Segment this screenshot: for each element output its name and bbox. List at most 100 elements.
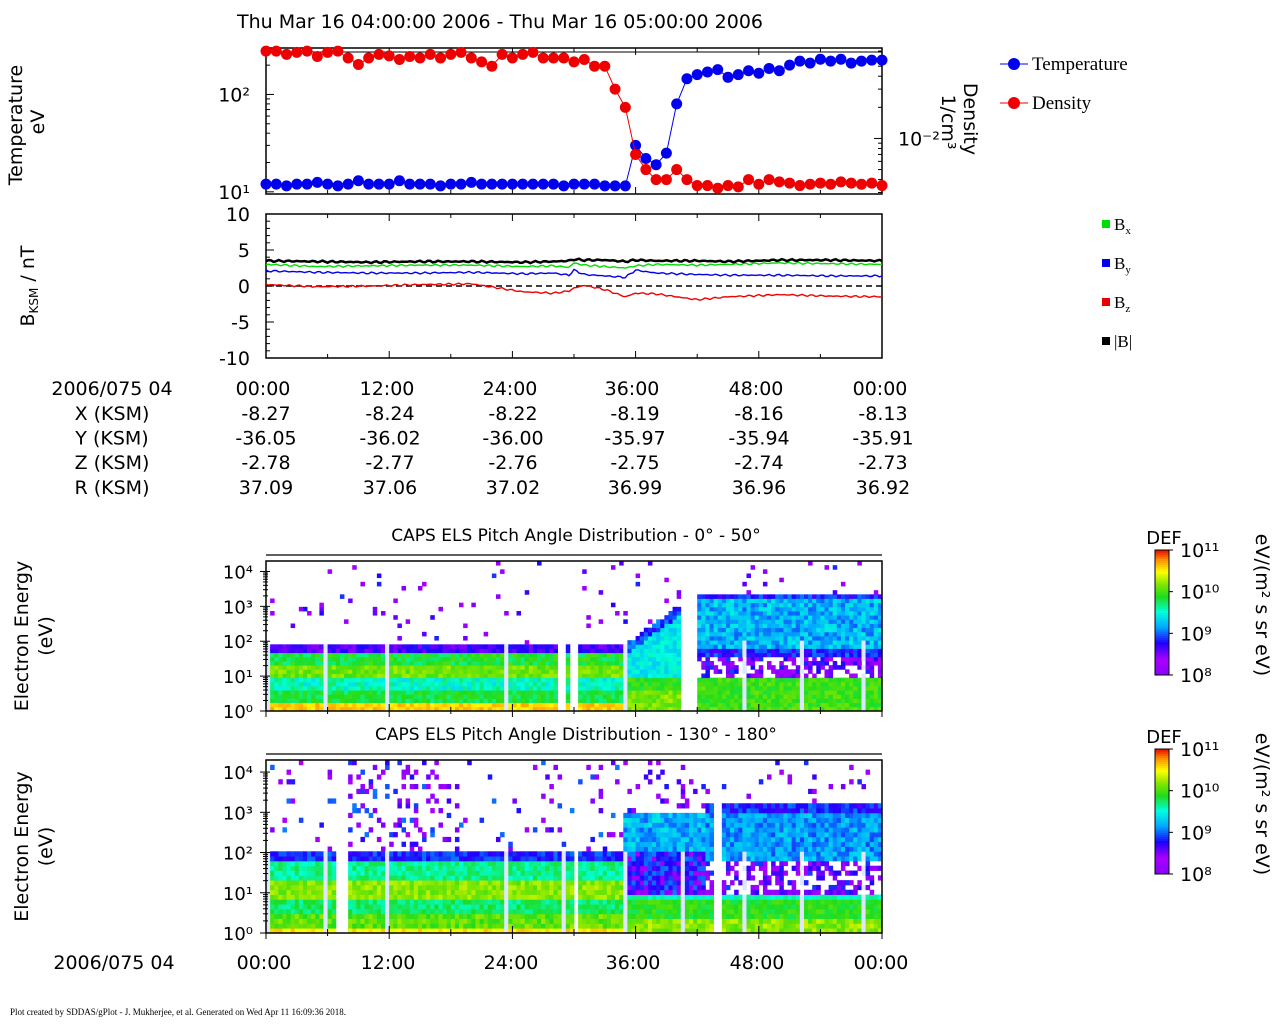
colorbar-step <box>1155 650 1169 653</box>
spectrogram-cell <box>459 928 464 934</box>
spectrogram-cell <box>857 615 862 620</box>
spectrogram-cell <box>385 913 390 919</box>
spectrogram-cell <box>803 615 809 620</box>
spectrogram-cell <box>750 606 756 612</box>
spectrogram-cell <box>298 928 304 934</box>
spectrogram-cell <box>385 904 390 910</box>
spectrogram-cell <box>426 928 431 934</box>
spectrogram-cell <box>541 860 546 867</box>
spectrogram-cell <box>537 856 542 862</box>
spectrogram-cell <box>302 673 308 679</box>
spectrogram-cell <box>701 665 706 670</box>
spectrogram-cell <box>516 694 522 699</box>
spectrogram-cell <box>746 598 751 604</box>
spectrogram-cell <box>762 648 768 654</box>
spectrogram-cell <box>311 694 316 699</box>
spectrogram-cell <box>446 681 452 687</box>
spectrogram-cell <box>508 706 513 712</box>
spectrogram-cell <box>364 904 370 910</box>
spectrogram-cell <box>709 644 715 649</box>
spectrogram-cell <box>286 851 292 857</box>
spectrogram-cell <box>734 644 739 649</box>
spectrogram-cell <box>725 602 731 608</box>
spectrogram-cell <box>376 904 382 910</box>
spectrogram-cell <box>787 686 793 691</box>
spectrogram-cell <box>549 904 554 910</box>
spectrogram-cell <box>401 656 407 662</box>
spectrogram-cell <box>816 661 821 666</box>
spectrogram-cell <box>393 698 398 704</box>
spectrogram-cell <box>721 652 727 658</box>
spectrogram-cell <box>331 681 337 687</box>
spectrogram-cell <box>828 611 834 616</box>
spectrogram-cell <box>520 894 526 900</box>
spectrogram-cell <box>647 619 653 624</box>
spectrogram-cell <box>610 880 616 886</box>
spectrogram-cell <box>467 889 472 895</box>
spectrogram-cell <box>274 904 279 910</box>
spectrogram-cell <box>430 648 435 654</box>
spectrogram-cell <box>467 913 472 919</box>
spectrogram-cell <box>549 661 554 666</box>
spectrogram-cell <box>750 698 756 704</box>
spectrogram-cell <box>799 677 805 683</box>
spectrogram-cell <box>327 908 333 915</box>
spectrogram-cell <box>471 656 476 662</box>
mag-tick-label: 10 <box>226 204 250 226</box>
temperature-point <box>373 178 385 190</box>
spectrogram-cell <box>561 856 567 862</box>
spectrogram-cell <box>873 611 879 616</box>
spectrogram-cell <box>836 606 842 612</box>
spectrogram-cell <box>393 677 398 683</box>
spectrogram-cell <box>853 652 858 658</box>
spectrogram-cell <box>828 681 834 687</box>
spectrogram-cell <box>857 611 862 616</box>
spectrogram-cell <box>483 860 489 867</box>
spectrogram-cell <box>311 894 316 900</box>
spectrogram-cell <box>820 602 825 608</box>
spectrogram-cell <box>315 875 320 881</box>
spectrogram-cell <box>364 788 370 795</box>
spectrogram-cell <box>286 694 292 699</box>
spectrogram-cell <box>426 865 431 871</box>
spectrogram-cell <box>512 798 517 804</box>
colorbar-step <box>1155 620 1169 624</box>
spectrogram-cell <box>775 669 780 674</box>
colorbar-step <box>1155 622 1169 626</box>
spectrogram-cell <box>697 706 702 712</box>
spectrogram-cell <box>775 619 780 624</box>
spectrogram-cell <box>385 889 390 895</box>
spectrogram-cell <box>442 698 448 704</box>
colorbar-step <box>1155 581 1169 584</box>
spectrogram-cell <box>516 698 522 704</box>
spectrogram-cell <box>569 870 575 876</box>
spectrogram-cell <box>348 760 353 766</box>
spectrogram-cell <box>791 702 797 708</box>
spectrogram-cell <box>532 665 538 670</box>
spectrogram-cell <box>565 875 571 881</box>
spectrogram-cell <box>824 598 830 604</box>
spectrogram-cell <box>323 652 328 658</box>
spectrogram-cell <box>643 640 649 645</box>
spectrogram-cell <box>725 640 731 645</box>
spectrogram-cell <box>405 918 411 924</box>
spectrogram-cell <box>615 923 620 929</box>
spectrogram-cell <box>467 644 472 649</box>
spectrogram-cell <box>660 627 665 633</box>
spectrogram-cell <box>537 913 542 919</box>
spectrogram-cell <box>758 644 764 649</box>
spectrogram-cell <box>656 677 661 683</box>
spectrogram-cell <box>352 702 357 708</box>
spectrogram-cell <box>857 648 862 654</box>
spectrogram-cell <box>861 681 866 687</box>
spectrogram-cell <box>803 686 809 691</box>
spectrogram-cell <box>578 875 583 881</box>
spectrogram-cell <box>442 652 448 658</box>
spectrogram-cell <box>422 631 427 637</box>
spectrogram-cell <box>836 665 842 670</box>
colorbar-step <box>1155 568 1169 572</box>
spectrogram-cell <box>483 648 489 654</box>
spectrogram-cell <box>623 694 628 699</box>
spectrogram-cell <box>561 928 567 934</box>
ephemeris-value: -2.73 <box>858 452 907 474</box>
